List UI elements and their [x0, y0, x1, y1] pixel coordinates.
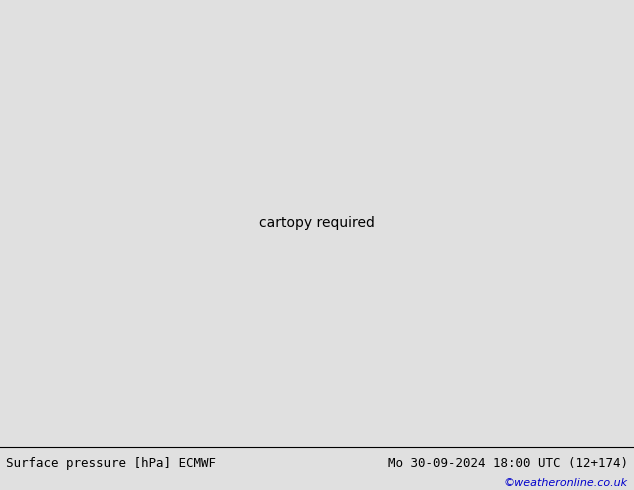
- Text: cartopy required: cartopy required: [259, 216, 375, 230]
- Text: ©weatheronline.co.uk: ©weatheronline.co.uk: [503, 478, 628, 488]
- Text: Surface pressure [hPa] ECMWF: Surface pressure [hPa] ECMWF: [6, 457, 216, 470]
- Text: Mo 30-09-2024 18:00 UTC (12+174): Mo 30-09-2024 18:00 UTC (12+174): [387, 457, 628, 470]
